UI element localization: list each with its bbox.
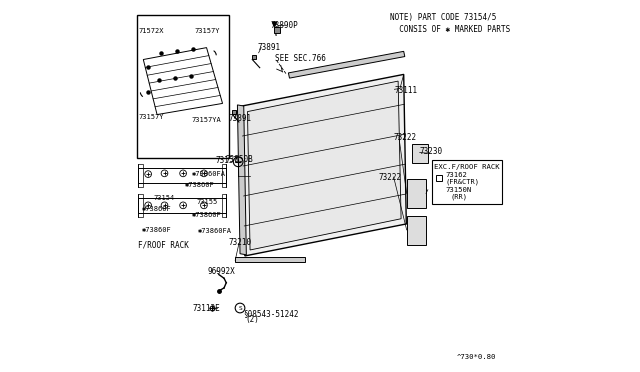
Text: 73157Y: 73157Y [195,28,220,33]
Text: (FR&CTR): (FR&CTR) [445,178,480,185]
Text: ✱73860F: ✱73860F [142,206,172,212]
Text: NOTE) PART CODE 73154/5: NOTE) PART CODE 73154/5 [390,13,496,22]
Text: 73230: 73230 [420,147,443,156]
Text: ✱73860FA: ✱73860FA [191,171,226,177]
Polygon shape [289,51,405,78]
Bar [222,194,227,217]
Text: SEE SEC.766: SEE SEC.766 [275,54,326,63]
Text: 73154: 73154 [154,195,175,201]
Bar [222,164,227,187]
Text: 73155: 73155 [196,199,218,205]
Bar [138,168,227,183]
Text: 71572X: 71572X [138,28,164,33]
Text: EXC.F/ROOF RACK: EXC.F/ROOF RACK [434,164,499,170]
Text: CONSIS OF ✱ MARKED PARTS: CONSIS OF ✱ MARKED PARTS [390,25,510,33]
Text: 73850B: 73850B [225,155,253,164]
Text: §08543-51242: §08543-51242 [243,309,298,318]
Text: ✱73860F: ✱73860F [142,227,172,233]
Bar [138,194,143,217]
Polygon shape [248,81,401,250]
Text: 96992X: 96992X [207,267,236,276]
Text: 73162: 73162 [445,172,468,178]
Text: ^730*0.80: ^730*0.80 [457,354,496,360]
Text: (2): (2) [245,315,259,324]
Text: 73157Y: 73157Y [138,114,164,120]
Text: 73890P: 73890P [271,21,299,30]
Polygon shape [235,257,305,262]
Polygon shape [237,105,246,255]
Text: 73891: 73891 [258,43,281,52]
Text: 73891: 73891 [229,114,252,123]
Text: ✱73860F: ✱73860F [186,182,215,188]
Text: ✱73860FA: ✱73860FA [198,228,232,234]
Text: 73222: 73222 [379,173,402,182]
Text: 73113E: 73113E [193,304,221,312]
Polygon shape [242,74,406,256]
Bar [412,144,428,163]
Text: S: S [238,305,242,311]
Text: F/ROOF RACK: F/ROOF RACK [138,240,189,249]
Bar [137,15,229,158]
Text: 73222: 73222 [394,133,417,142]
Bar [406,216,426,245]
Text: 73150N: 73150N [445,187,472,193]
Text: 73111: 73111 [394,86,417,94]
Text: 73157: 73157 [215,156,238,165]
Text: 73157YA: 73157YA [191,117,221,123]
Bar [138,198,227,213]
Bar [406,179,426,208]
Text: (RR): (RR) [451,193,468,200]
Text: ✱73860F: ✱73860F [191,212,221,218]
Bar [431,160,502,204]
Bar [138,164,143,187]
Text: 73210: 73210 [229,238,252,247]
